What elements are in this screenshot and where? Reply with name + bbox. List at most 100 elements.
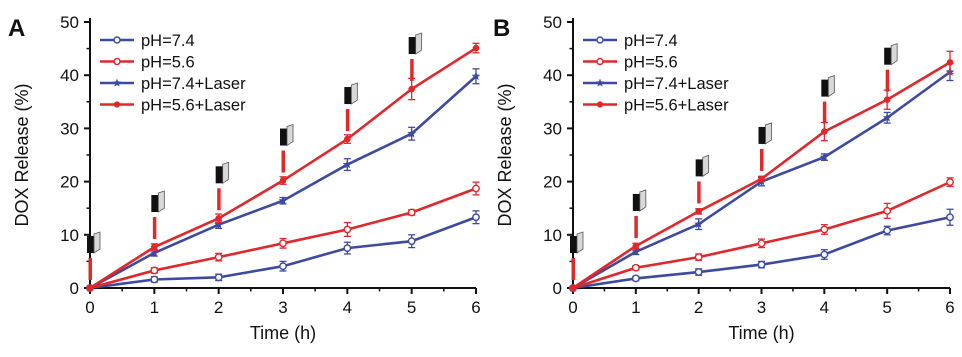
data-point <box>214 253 223 262</box>
x-tick-label: 6 <box>471 298 480 317</box>
series-ph-7-4 <box>86 210 480 292</box>
data-point <box>149 248 159 257</box>
data-point <box>695 208 702 215</box>
x-tick-label: 5 <box>407 298 416 317</box>
legend-marker <box>113 57 121 66</box>
data-point <box>278 196 288 205</box>
laser-icon <box>215 161 230 211</box>
data-point <box>694 268 703 276</box>
data-point <box>214 220 224 229</box>
x-tick-label: 1 <box>631 298 640 317</box>
laser-icon <box>151 190 165 240</box>
laser-face <box>415 32 423 55</box>
data-point <box>407 208 416 217</box>
data-point <box>151 243 158 251</box>
data-point <box>882 113 892 122</box>
laser-icon <box>632 189 647 238</box>
laser-head <box>215 166 223 184</box>
x-tick-label: 5 <box>882 298 891 317</box>
data-point <box>883 206 892 215</box>
data-point <box>820 250 829 259</box>
laser-beam <box>822 101 827 124</box>
legend-label: pH=7.4 <box>624 32 678 50</box>
x-tick-label: 2 <box>214 298 223 317</box>
x-tick-label: 2 <box>694 298 703 317</box>
legend-marker <box>596 36 604 44</box>
laser-beam <box>760 148 764 171</box>
laser-icon <box>758 122 772 171</box>
laser-head <box>884 47 892 65</box>
legend: pH=7.4 pH=5.6 pH=7.4+Laser pH=5.6+Laser <box>100 32 246 115</box>
data-point <box>757 239 766 248</box>
panel-label: A <box>8 15 25 42</box>
laser-head <box>570 236 577 253</box>
data-point <box>631 274 640 283</box>
laser-head <box>151 195 159 213</box>
laser-head <box>344 87 352 105</box>
data-point <box>343 225 352 234</box>
legend-label: pH=7.4+Laser <box>624 75 729 93</box>
y-tick-label: 30 <box>543 119 562 138</box>
data-point <box>758 175 765 183</box>
data-point <box>472 213 480 222</box>
data-point <box>631 247 641 256</box>
legend-label: pH=5.6 <box>624 54 678 72</box>
laser-face <box>157 190 165 213</box>
data-point <box>883 226 892 235</box>
data-point <box>472 44 480 52</box>
series-line <box>572 215 951 290</box>
data-point <box>819 152 829 161</box>
laser-face <box>350 82 358 105</box>
laser-head <box>408 37 416 55</box>
data-point <box>344 135 351 143</box>
x-tick-label: 4 <box>820 298 829 317</box>
x-tick-label: 1 <box>150 298 159 317</box>
x-tick-label: 6 <box>945 298 954 317</box>
data-point <box>150 275 159 284</box>
legend-marker <box>113 101 121 108</box>
x-axis-label: Time (h) <box>728 323 794 343</box>
data-point <box>86 284 94 292</box>
laser-face <box>827 75 835 98</box>
laser-icon <box>570 231 584 280</box>
y-axis-label: DOX Release (%) <box>495 83 515 226</box>
y-tick-label: 0 <box>553 279 562 298</box>
y-tick-label: 0 <box>70 279 79 298</box>
laser-face <box>93 231 101 254</box>
legend-entry: pH=5.6+Laser <box>583 97 729 115</box>
series-ph-5-6-laser <box>569 50 954 292</box>
x-tick-label: 4 <box>343 298 352 317</box>
legend-entry: pH=7.4 <box>583 32 678 50</box>
data-point <box>472 184 480 193</box>
laser-icon <box>344 82 358 132</box>
y-tick-label: 50 <box>543 13 562 32</box>
data-point <box>343 244 352 253</box>
data-point <box>150 266 159 275</box>
legend-label: pH=7.4 <box>141 32 195 50</box>
laser-beam <box>217 188 221 211</box>
laser-head <box>632 193 640 211</box>
laser-head <box>280 128 287 146</box>
laser-beam <box>697 181 701 204</box>
laser-beam <box>88 258 92 280</box>
series-ph-5-6 <box>569 177 954 292</box>
data-point <box>408 85 415 93</box>
legend-label: pH=5.6 <box>141 54 195 72</box>
legend-entry: pH=7.4+Laser <box>100 75 246 93</box>
laser-icon <box>87 231 101 280</box>
laser-face <box>702 154 710 178</box>
y-tick-label: 20 <box>60 173 79 192</box>
data-point <box>694 253 703 262</box>
y-tick-label: 10 <box>543 226 562 245</box>
laser-face <box>765 122 772 145</box>
laser-head <box>821 79 829 97</box>
laser-face <box>286 123 294 147</box>
laser-beam <box>571 258 575 280</box>
laser-beam <box>885 69 890 92</box>
data-point <box>820 225 829 234</box>
data-point <box>946 213 954 222</box>
series-ph-5-6 <box>86 181 480 292</box>
laser-icon <box>408 32 423 82</box>
